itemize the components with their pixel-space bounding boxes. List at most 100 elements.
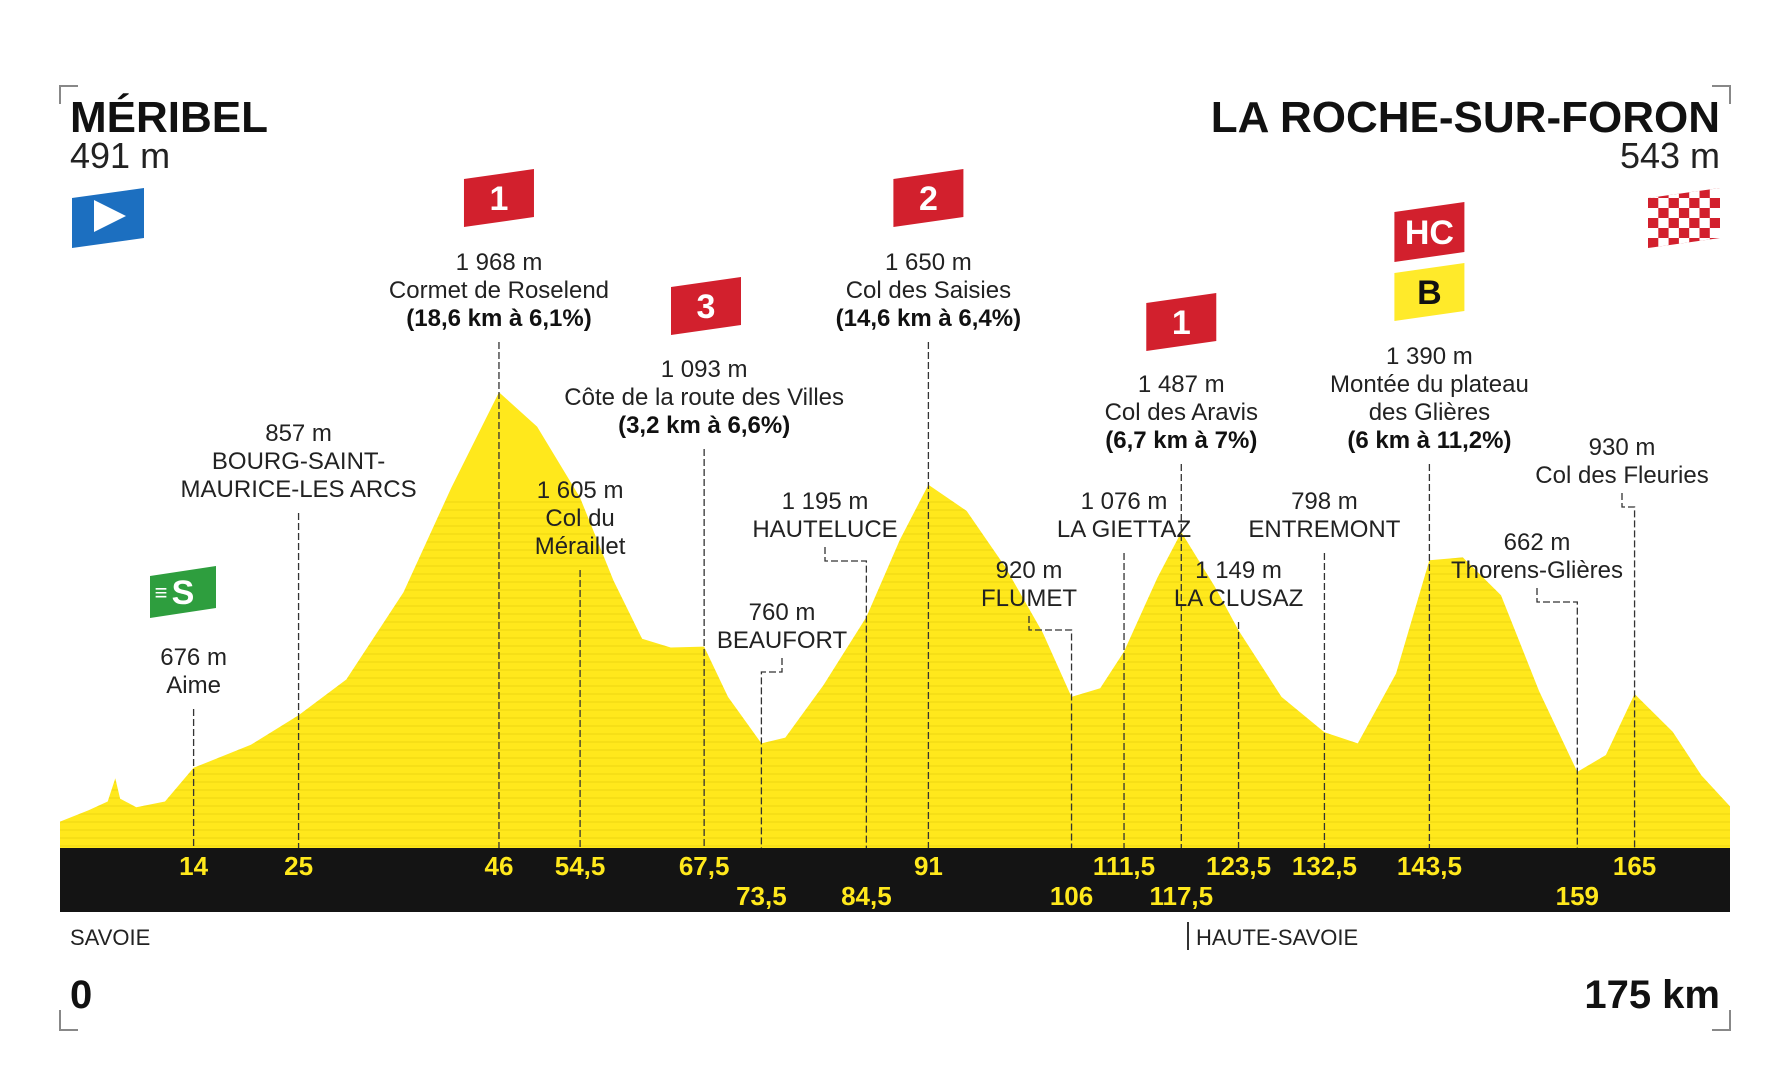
climb-badge-cat2: 2: [893, 169, 964, 227]
climb-badge-cat3-shape: [671, 277, 741, 335]
km-label: 111,5: [1093, 851, 1155, 881]
point-altitude: 1 390 m: [1386, 343, 1473, 370]
km-label: 143,5: [1397, 851, 1462, 881]
point-name: LA CLUSAZ: [1174, 585, 1303, 612]
point-name: Côte de la route des Villes: [564, 384, 844, 411]
chart-frame: [59, 85, 1731, 1031]
km-label: 159: [1556, 881, 1599, 911]
start-town: MÉRIBEL: [70, 92, 268, 142]
elevation-fill: [60, 392, 1730, 848]
point-altitude: 1 968 m: [456, 249, 543, 276]
km-label: 54,5: [555, 851, 606, 881]
km-label: 73,5: [736, 881, 787, 911]
km-band: 14 25 46 54,5 67,573,5 84,5 91 106111,5117,5123…: [60, 848, 1730, 912]
leader-line: [824, 547, 868, 848]
play-icon: [94, 200, 126, 232]
climb-badge-hc: HC: [1394, 202, 1465, 262]
climb-badge-cat2-label: 2: [919, 180, 938, 218]
climb-badge-cat1: 1: [1146, 293, 1217, 351]
point-name: Col du: [545, 505, 614, 532]
km-label: 25: [284, 851, 313, 881]
km-label: 84,5: [841, 881, 892, 911]
start-altitude: 491 m: [70, 135, 170, 176]
point-name: Col des Aravis: [1105, 399, 1258, 426]
sprint-speed-lines: ≡: [155, 580, 168, 605]
point-altitude: 1 605 m: [537, 477, 624, 504]
km-band-bg: [60, 848, 1730, 912]
point-altitude: 930 m: [1589, 434, 1656, 461]
point-altitude: 857 m: [265, 420, 332, 447]
sprint-badge: S: [150, 566, 216, 618]
point-name: HAUTELUCE: [752, 516, 897, 543]
km-label: 132,5: [1292, 851, 1357, 881]
km-label: 117,5: [1149, 881, 1213, 911]
point-name: Aime: [166, 672, 221, 699]
frame-corners: [59, 85, 1731, 1031]
climb-detail: (18,6 km à 6,1%): [406, 305, 591, 332]
leader-line: [760, 658, 783, 848]
point-altitude: 1 487 m: [1138, 371, 1225, 398]
point-altitude: 1 650 m: [885, 249, 972, 276]
point-altitude: 1 195 m: [782, 488, 869, 515]
badges: S≡ 1 3 2 1 HC B: [72, 169, 1720, 618]
point-name: LA GIETTAZ: [1057, 516, 1191, 543]
climb-badge-cat1-label: 1: [490, 180, 509, 218]
km-label: 106: [1050, 881, 1093, 911]
point-name: BOURG-SAINT-: [212, 448, 385, 475]
climb-badge-cat1-shape: [1146, 293, 1217, 351]
checkered-icon: [1648, 188, 1720, 248]
climb-badge-cat2-shape: [893, 169, 964, 227]
start-flag: [72, 188, 144, 248]
point-altitude: 1 093 m: [661, 356, 748, 383]
point-altitude: 760 m: [749, 599, 816, 626]
distance-end: 175 km: [1584, 973, 1720, 1017]
sprint-badge-label: S: [172, 574, 195, 612]
leader-line: [1621, 493, 1636, 848]
leader-line: [1028, 616, 1073, 848]
bonus-badge-label: B: [1417, 274, 1442, 312]
bonus-badge-shape: [1394, 263, 1465, 321]
point-name: Méraillet: [535, 533, 626, 560]
climb-badge-cat3-label: 3: [697, 288, 716, 326]
region-right: HAUTE-SAVOIE: [1196, 925, 1358, 950]
finish-flag: [1648, 188, 1720, 248]
climb-badge-cat3: 3: [671, 277, 741, 335]
climb-detail: (6 km à 11,2%): [1347, 427, 1511, 454]
point-name: ENTREMONT: [1248, 516, 1400, 543]
point-name: BEAUFORT: [717, 627, 848, 654]
climb-badge-hc-label: HC: [1405, 214, 1454, 252]
point-name: MAURICE-LES ARCS: [181, 476, 417, 503]
point-altitude: 1 149 m: [1195, 557, 1282, 584]
region-left: SAVOIE: [70, 925, 150, 950]
climb-badge-hc-shape: [1394, 202, 1465, 262]
km-label: 67,5: [679, 851, 730, 881]
header: MÉRIBEL 491 m LA ROCHE-SUR-FORON 543 m S…: [70, 92, 1720, 1017]
climb-badge-cat1-shape: [463, 169, 534, 227]
finish-altitude: 543 m: [1620, 135, 1720, 176]
leader-lines: [192, 342, 1636, 848]
climb-detail: (6,7 km à 7%): [1105, 427, 1257, 454]
point-altitude: 798 m: [1291, 488, 1358, 515]
leader-line: [1536, 588, 1578, 848]
point-altitude: 662 m: [1504, 529, 1571, 556]
km-label: 123,5: [1206, 851, 1271, 881]
point-name: des Glières: [1369, 399, 1490, 426]
point-name: Col des Saisies: [846, 277, 1011, 304]
km-label: 91: [914, 851, 943, 881]
climb-badge-cat1-label: 1: [1172, 304, 1191, 342]
point-name: Col des Fleuries: [1535, 462, 1708, 489]
km-label: 46: [485, 851, 514, 881]
km-label: 165: [1613, 851, 1656, 881]
bonus-badge: B: [1394, 263, 1465, 321]
point-altitude: 920 m: [996, 557, 1063, 584]
point-altitude: 676 m: [160, 644, 227, 671]
point-name: Cormet de Roselend: [389, 277, 609, 304]
climb-detail: (3,2 km à 6,6%): [618, 412, 790, 439]
finish-town: LA ROCHE-SUR-FORON: [1211, 93, 1720, 142]
point-name: FLUMET: [981, 585, 1077, 612]
distance-start: 0: [70, 973, 92, 1017]
point-altitude: 1 076 m: [1081, 488, 1168, 515]
climb-detail: (14,6 km à 6,4%): [836, 305, 1021, 332]
